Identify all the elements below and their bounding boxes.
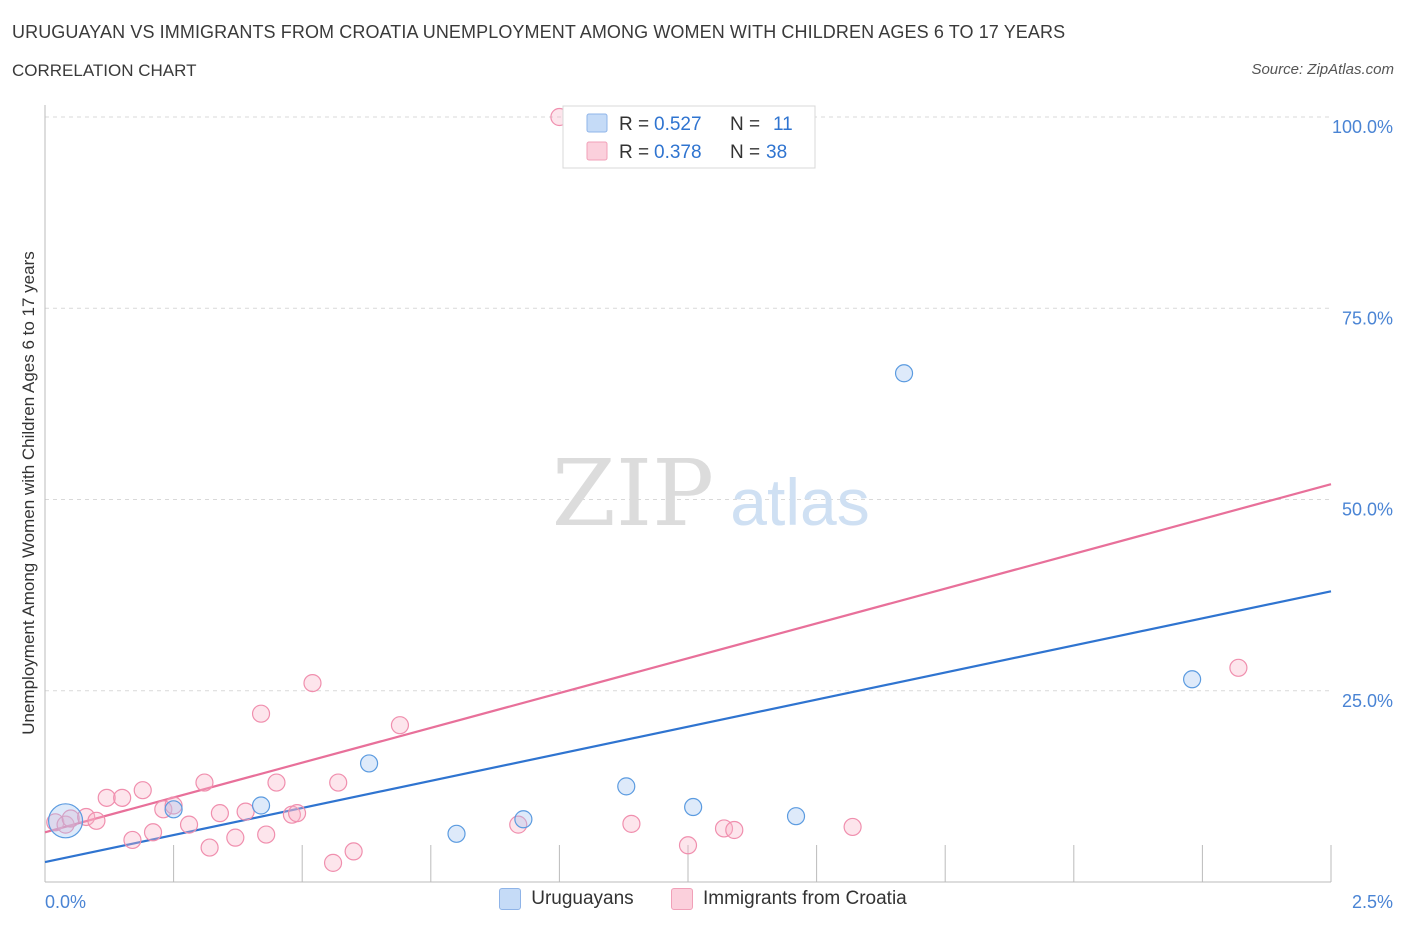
data-point-croatia[interactable] [622,814,641,833]
data-point-croatia[interactable] [390,716,410,735]
data-point-croatia[interactable] [287,804,307,823]
stats-n-label-2: N = [730,142,760,163]
data-point-croatia[interactable] [344,842,363,861]
y-tick-label: 25.0% [1342,691,1393,711]
data-point-croatia[interactable] [323,853,343,872]
data-point-uruguayans[interactable] [894,364,914,383]
stats-box: R = 0.527 N = 11 R = 0.378 N = 38 [562,105,816,169]
legend-item-uruguayans[interactable]: Uruguayans [499,888,634,910]
x-tick-labels: 0.0% 2.5% [45,892,1393,912]
source-label: Source: ZipAtlas.com [1251,61,1394,78]
data-point-croatia[interactable] [179,815,199,834]
stats-r-label-2: R = [619,142,649,163]
data-point-croatia[interactable] [61,809,80,828]
axes [44,105,1332,883]
data-point-croatia[interactable] [251,704,271,723]
data-point-croatia[interactable] [678,836,698,855]
data-point-croatia[interactable] [210,804,229,823]
data-point-uruguayans[interactable] [447,824,466,843]
data-point-croatia[interactable] [133,781,152,800]
x-tick-label: 2.5% [1352,892,1393,912]
data-point-uruguayans[interactable] [359,754,379,773]
trendline-uruguayans [44,590,1332,864]
data-point-croatia[interactable] [200,838,219,857]
data-point-uruguayans[interactable] [684,797,703,817]
trendlines [44,483,1332,864]
legend-item-croatia[interactable]: Immigrants from Croatia [670,888,907,910]
watermark-atlas: atlas [730,465,869,539]
data-points [46,107,1248,872]
data-point-croatia[interactable] [509,815,528,834]
y-tick-label: 100.0% [1332,117,1393,137]
x-tick-label: 0.0% [45,892,86,912]
data-point-croatia[interactable] [195,773,214,792]
legend-label-croatia: Immigrants from Croatia [702,888,907,909]
data-point-croatia[interactable] [123,830,142,850]
legend: Uruguayans Immigrants from Croatia [0,888,1406,916]
stats-r-value-2: 0.378 [654,142,702,163]
data-point-croatia[interactable] [154,800,173,819]
data-point-croatia[interactable] [143,823,163,842]
stats-r-label-1: R = [619,114,649,135]
gridlines [45,116,1331,692]
data-point-croatia[interactable] [329,773,348,792]
data-point-croatia[interactable] [164,796,183,815]
data-point-croatia[interactable] [257,825,276,844]
y-tick-label: 75.0% [1342,308,1393,328]
chart-title: URUGUAYAN VS IMMIGRANTS FROM CROATIA UNE… [12,22,1066,42]
legend-swatch-croatia [670,888,693,910]
chart-subtitle: CORRELATION CHART [12,61,197,80]
y-tick-label: 50.0% [1342,500,1393,520]
legend-label-uruguayans: Uruguayans [531,888,634,909]
stats-n-value-2: 38 [766,142,787,163]
data-point-croatia[interactable] [236,802,255,821]
stats-r-value-1: 0.527 [654,114,702,135]
data-point-croatia[interactable] [843,817,862,837]
stats-n-label-1: N = [730,114,760,135]
data-point-croatia[interactable] [226,828,245,847]
stats-n-value-1: 11 [773,114,793,135]
trendline-croatia [44,483,1332,834]
data-point-uruguayans[interactable] [164,800,183,819]
data-point-uruguayans[interactable] [514,810,533,829]
watermark: ZIP atlas [552,440,870,547]
data-point-croatia[interactable] [97,788,116,807]
legend-swatch-uruguayans [499,888,522,910]
data-point-uruguayans[interactable] [47,803,84,839]
watermark-zip: ZIP [552,440,714,547]
y-tick-labels: 25.0% 50.0% 75.0% 100.0% [1332,117,1393,711]
stats-swatch-uruguayans [586,113,608,133]
data-point-croatia[interactable] [1229,658,1248,677]
data-point-croatia[interactable] [77,807,96,827]
data-point-croatia[interactable] [87,811,106,830]
data-point-uruguayans[interactable] [786,807,806,826]
data-point-uruguayans[interactable] [617,777,636,796]
y-axis-label: Unemployment Among Women with Children A… [19,251,38,735]
data-point-croatia[interactable] [303,673,322,693]
data-point-uruguayans[interactable] [251,796,271,815]
data-point-croatia[interactable] [725,820,744,840]
data-point-croatia[interactable] [113,788,132,807]
data-point-uruguayans[interactable] [1183,670,1202,689]
stats-swatch-croatia [586,141,608,161]
data-point-croatia[interactable] [267,773,286,792]
